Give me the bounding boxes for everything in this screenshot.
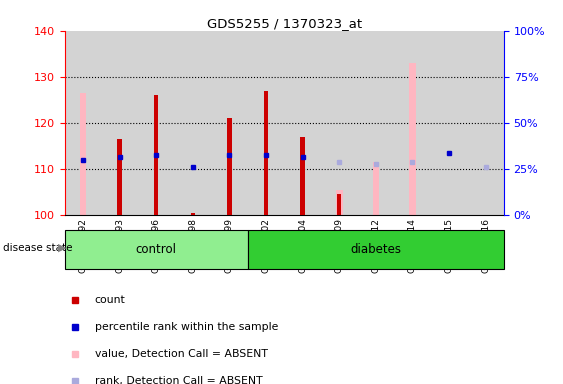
Text: ▶: ▶: [58, 243, 66, 253]
Bar: [284, 31, 321, 215]
Bar: [373, 162, 379, 215]
Bar: [101, 31, 138, 215]
Bar: [154, 95, 158, 215]
Text: value, Detection Call = ABSENT: value, Detection Call = ABSENT: [95, 349, 267, 359]
Bar: [264, 91, 268, 215]
Bar: [65, 230, 248, 269]
Text: count: count: [95, 295, 126, 305]
Bar: [301, 137, 305, 215]
Bar: [65, 31, 101, 215]
Bar: [138, 31, 175, 215]
Bar: [248, 230, 504, 269]
Bar: [248, 31, 284, 215]
Bar: [321, 31, 358, 215]
Bar: [337, 194, 341, 215]
Bar: [358, 31, 394, 215]
Text: rank, Detection Call = ABSENT: rank, Detection Call = ABSENT: [95, 376, 262, 384]
Bar: [191, 213, 195, 215]
Bar: [394, 31, 431, 215]
Bar: [227, 118, 231, 215]
Text: percentile rank within the sample: percentile rank within the sample: [95, 322, 278, 332]
Bar: [431, 31, 467, 215]
Title: GDS5255 / 1370323_at: GDS5255 / 1370323_at: [207, 17, 362, 30]
Bar: [118, 139, 122, 215]
Bar: [336, 190, 342, 215]
Text: disease state: disease state: [3, 243, 72, 253]
Text: control: control: [136, 243, 177, 256]
Bar: [467, 31, 504, 215]
Bar: [409, 63, 415, 215]
Text: diabetes: diabetes: [350, 243, 401, 256]
Bar: [175, 31, 211, 215]
Bar: [80, 93, 86, 215]
Bar: [211, 31, 248, 215]
